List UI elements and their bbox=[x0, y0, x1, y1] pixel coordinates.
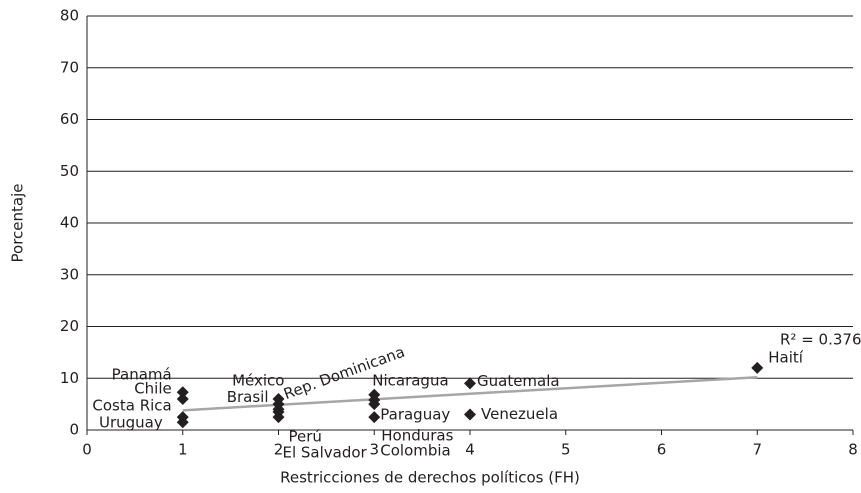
x-tick-label: 4 bbox=[465, 441, 475, 459]
point bbox=[751, 361, 764, 374]
point bbox=[368, 398, 381, 411]
point bbox=[176, 392, 189, 405]
y-tick-label: 0 bbox=[69, 421, 79, 439]
x-tick-label: 0 bbox=[82, 441, 92, 459]
point-label: Honduras bbox=[381, 427, 453, 445]
y-tick-label: 40 bbox=[60, 214, 79, 232]
x-tick-label: 6 bbox=[657, 441, 667, 459]
x-tick-label: 2 bbox=[274, 441, 284, 459]
y-tick-label: 30 bbox=[60, 265, 79, 283]
point-label: El Salvador bbox=[283, 444, 368, 462]
point bbox=[464, 377, 476, 390]
point-label: Perú bbox=[289, 427, 322, 445]
y-axis-label: Porcentaje bbox=[9, 184, 27, 263]
point-label: Haití bbox=[768, 348, 804, 366]
point bbox=[272, 411, 285, 424]
y-tick-label: 50 bbox=[60, 162, 79, 180]
point bbox=[176, 386, 189, 399]
point-label: Nicaragua bbox=[372, 371, 448, 389]
point-label: Venezuela bbox=[481, 405, 558, 423]
point bbox=[176, 416, 189, 429]
r-squared: R² = 0.3763 bbox=[780, 331, 861, 349]
y-tick-label: 80 bbox=[60, 7, 79, 25]
x-tick-label: 3 bbox=[369, 441, 379, 459]
point-label: Chile bbox=[134, 379, 172, 397]
y-tick-label: 60 bbox=[60, 110, 79, 128]
x-tick-label: 7 bbox=[752, 441, 762, 459]
point-label: Paraguay bbox=[380, 405, 450, 423]
point-label: Costa Rica bbox=[92, 397, 171, 415]
x-tick-label: 1 bbox=[178, 441, 188, 459]
y-tick-label: 10 bbox=[60, 369, 79, 387]
point-label: Brasil bbox=[227, 388, 269, 406]
point-label: México bbox=[232, 371, 284, 389]
x-tick-label: 8 bbox=[848, 441, 858, 459]
point bbox=[368, 411, 381, 424]
point-label: Colombia bbox=[380, 442, 451, 460]
x-axis-label: Restricciones de derechos políticos (FH) bbox=[280, 469, 580, 487]
point-label: Guatemala bbox=[477, 372, 560, 390]
point bbox=[464, 408, 476, 421]
y-tick-label: 20 bbox=[60, 317, 79, 335]
x-tick-label: 5 bbox=[561, 441, 571, 459]
point-label: Uruguay bbox=[99, 414, 163, 432]
point-label: Panamá bbox=[112, 366, 172, 384]
y-tick-label: 70 bbox=[60, 58, 79, 76]
